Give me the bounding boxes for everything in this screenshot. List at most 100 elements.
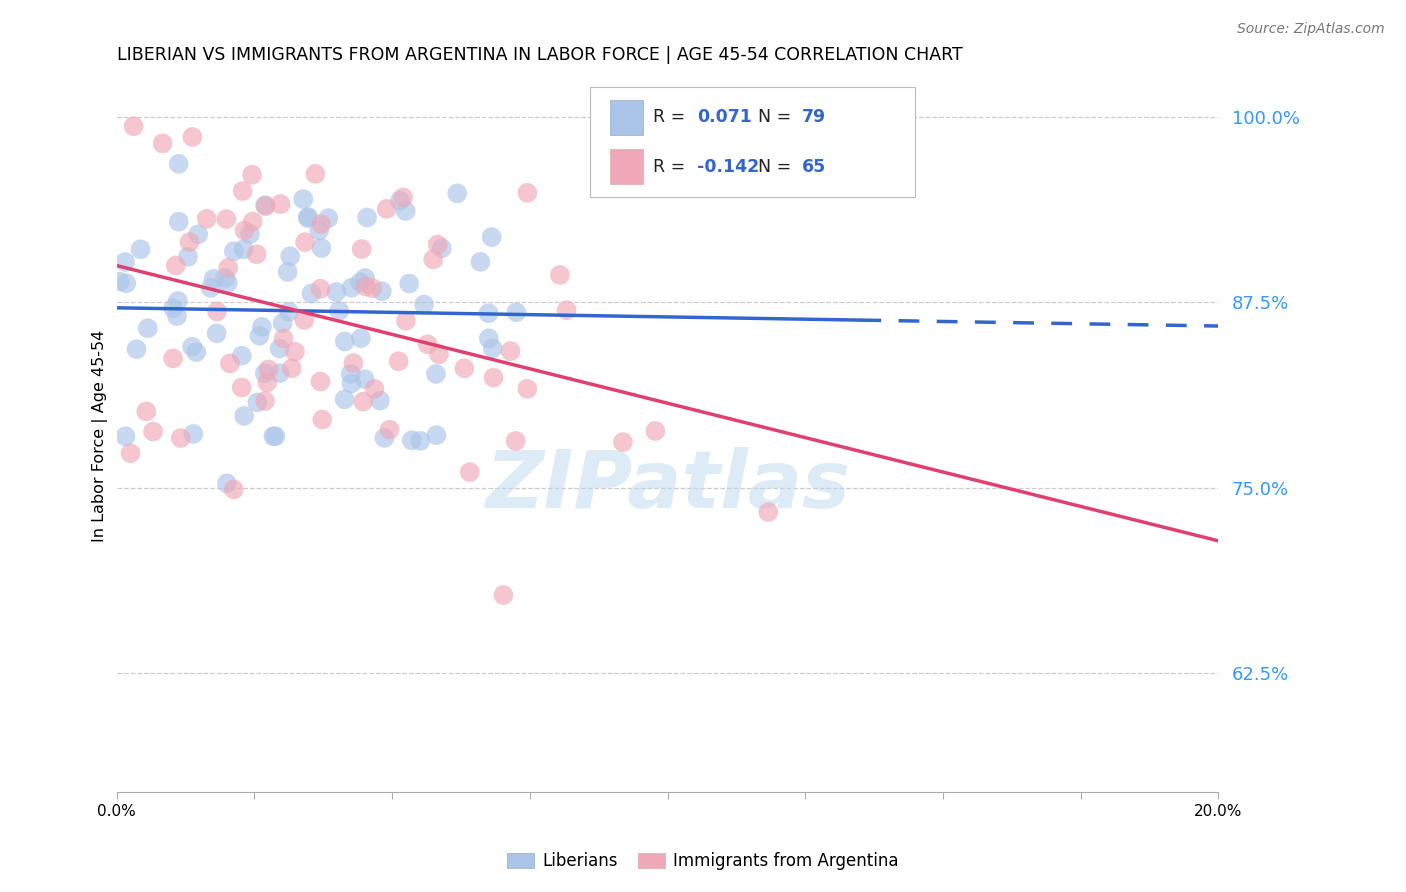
Point: [222, 244, 245, 259]
Point: [354, 279, 377, 293]
Text: Source: ZipAtlas.com: Source: ZipAtlas.com: [1237, 22, 1385, 37]
Point: [215, 212, 238, 227]
Point: [311, 412, 333, 426]
Point: [232, 242, 254, 256]
Point: [304, 167, 326, 181]
Point: [264, 429, 287, 443]
Point: [249, 328, 271, 343]
Point: [271, 316, 294, 330]
Point: [373, 431, 395, 445]
Point: [328, 303, 350, 318]
Point: [297, 210, 319, 224]
Point: [262, 429, 284, 443]
Point: [233, 223, 256, 237]
Point: [214, 271, 236, 285]
Point: [142, 425, 165, 439]
Text: N =: N =: [758, 158, 797, 176]
Point: [250, 319, 273, 334]
Point: [167, 157, 190, 171]
Point: [354, 271, 377, 285]
Point: [361, 281, 384, 295]
Point: [217, 276, 239, 290]
Text: R =: R =: [654, 109, 690, 127]
Point: [200, 281, 222, 295]
Point: [246, 247, 269, 261]
Point: [309, 375, 332, 389]
Point: [481, 341, 503, 355]
Point: [114, 255, 136, 269]
Point: [135, 404, 157, 418]
Point: [183, 426, 205, 441]
Point: [114, 429, 136, 443]
Text: R =: R =: [654, 158, 690, 176]
Point: [375, 202, 398, 216]
Point: [505, 434, 527, 448]
Point: [233, 409, 256, 423]
Point: [349, 275, 371, 289]
Point: [352, 394, 374, 409]
Point: [309, 282, 332, 296]
Point: [108, 275, 131, 289]
Point: [333, 392, 356, 407]
Point: [269, 342, 291, 356]
Point: [395, 204, 418, 219]
Point: [308, 223, 330, 237]
Text: ZIPatlas: ZIPatlas: [485, 447, 851, 524]
Point: [166, 293, 188, 308]
Point: [219, 356, 242, 370]
Text: 65: 65: [801, 158, 827, 176]
Point: [409, 434, 432, 448]
Point: [356, 211, 378, 225]
Text: LIBERIAN VS IMMIGRANTS FROM ARGENTINA IN LABOR FORCE | AGE 45-54 CORRELATION CHA: LIBERIAN VS IMMIGRANTS FROM ARGENTINA IN…: [117, 46, 963, 64]
Point: [246, 395, 269, 409]
Point: [205, 304, 228, 318]
Point: [453, 361, 475, 376]
Point: [195, 211, 218, 226]
Point: [292, 313, 315, 327]
Point: [350, 331, 373, 345]
Point: [162, 301, 184, 315]
Text: 79: 79: [801, 109, 827, 127]
Point: [277, 265, 299, 279]
Point: [284, 344, 307, 359]
Point: [430, 241, 453, 255]
Point: [186, 345, 208, 359]
Point: [215, 476, 238, 491]
Point: [426, 237, 449, 252]
Point: [756, 505, 779, 519]
Point: [269, 366, 291, 380]
Point: [350, 242, 373, 256]
Point: [401, 434, 423, 448]
Point: [477, 306, 499, 320]
Point: [446, 186, 468, 201]
Point: [152, 136, 174, 151]
Point: [253, 367, 276, 381]
Point: [129, 242, 152, 256]
Point: [273, 331, 295, 345]
Point: [257, 362, 280, 376]
Point: [478, 331, 501, 345]
Point: [388, 194, 411, 208]
Point: [371, 284, 394, 298]
Point: [516, 382, 538, 396]
Point: [499, 344, 522, 359]
Point: [292, 192, 315, 206]
Point: [187, 227, 209, 242]
Point: [256, 376, 278, 390]
Point: [353, 372, 375, 386]
Point: [395, 314, 418, 328]
Point: [239, 227, 262, 242]
Point: [301, 286, 323, 301]
Point: [492, 588, 515, 602]
Point: [555, 303, 578, 318]
Point: [482, 370, 505, 384]
Point: [122, 120, 145, 134]
Point: [644, 424, 666, 438]
Point: [281, 361, 304, 376]
Point: [202, 272, 225, 286]
Point: [181, 340, 204, 354]
Point: [165, 259, 187, 273]
Point: [205, 326, 228, 341]
Point: [340, 376, 363, 391]
Point: [363, 382, 385, 396]
